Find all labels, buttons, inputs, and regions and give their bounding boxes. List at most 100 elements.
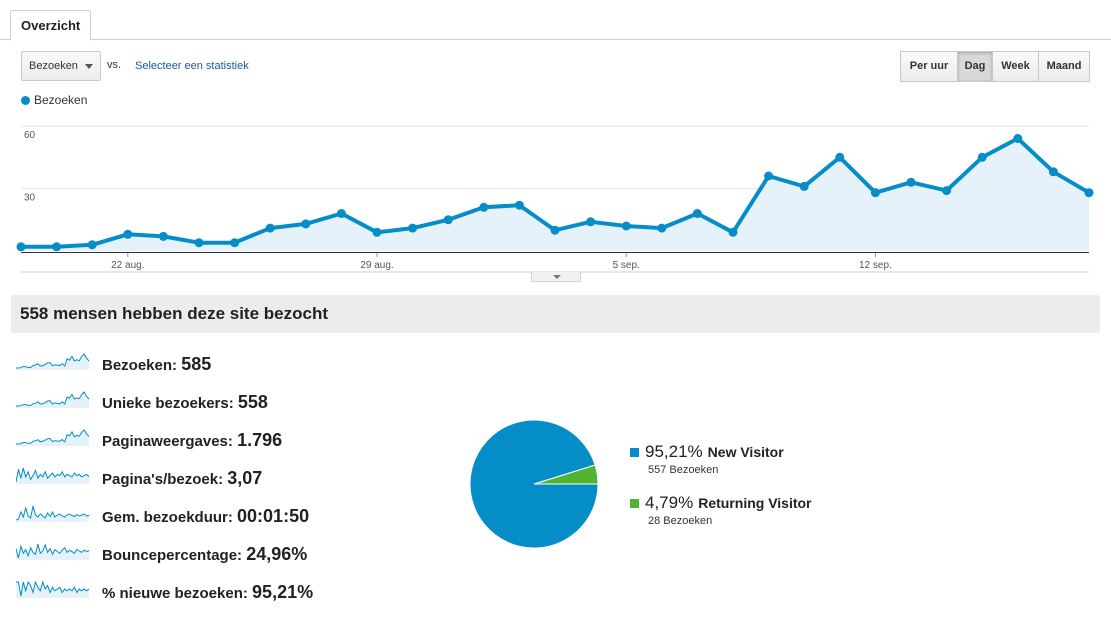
data-point[interactable] [870, 188, 880, 198]
metric-label: Pagina's/bezoek: [102, 471, 224, 488]
data-point[interactable] [728, 227, 738, 237]
metric-value: 24,96% [246, 544, 308, 564]
legend-dot-icon [21, 96, 30, 105]
metric-sparkline[interactable] [16, 578, 90, 598]
sparkline-line [16, 543, 90, 559]
data-point[interactable] [621, 221, 631, 231]
metric-value: 95,21% [252, 582, 314, 602]
data-point[interactable] [230, 238, 240, 248]
sparkline-line [16, 467, 90, 483]
legend-swatch [630, 499, 639, 508]
data-point[interactable] [408, 223, 418, 233]
interval-month-button[interactable]: Maand [1038, 51, 1090, 82]
metric-sparkline[interactable] [16, 350, 90, 370]
legend-name: Returning Visitor [698, 495, 812, 511]
data-point[interactable] [906, 177, 916, 187]
metric-sparkline[interactable] [16, 464, 90, 484]
metric-sparkline[interactable] [16, 502, 90, 522]
data-point[interactable] [265, 223, 275, 233]
legend-entry: 95,21% New Visitor [645, 442, 784, 462]
data-point[interactable] [301, 219, 311, 229]
data-point[interactable] [1048, 167, 1058, 177]
data-point[interactable] [764, 171, 774, 181]
metric-sparkline[interactable] [16, 388, 90, 408]
metric-label: Unieke bezoekers: [102, 395, 234, 412]
pie-slice[interactable] [469, 419, 599, 549]
metric-text: % nieuwe bezoeken: 95,21% [102, 582, 313, 603]
data-point[interactable] [443, 215, 453, 225]
metric-value: 1.796 [237, 430, 283, 450]
interval-week-button[interactable]: Week [992, 51, 1039, 82]
data-point[interactable] [942, 186, 952, 196]
chevron-down-icon [553, 275, 561, 279]
metric-text: Bouncepercentage: 24,96% [102, 544, 307, 565]
metric-text: Pagina's/bezoek: 3,07 [102, 468, 262, 489]
interval-button-group: Per uur Dag Week Maand [900, 51, 1090, 82]
data-point[interactable] [1084, 188, 1094, 198]
data-point[interactable] [692, 209, 702, 218]
sparkline-line [16, 353, 90, 369]
metric-select[interactable]: Bezoeken [21, 51, 101, 81]
metric-sparkline[interactable] [16, 426, 90, 446]
metric-text: Gem. bezoekduur: 00:01:50 [102, 506, 309, 527]
legend-percentage: 4,79% [645, 493, 694, 512]
metric-label: Bezoeken: [102, 357, 178, 374]
metric-select-value: Bezoeken [29, 60, 78, 72]
legend-entry: 4,79% Returning Visitor [645, 493, 812, 513]
sparkline-line [16, 429, 90, 445]
data-point[interactable] [479, 202, 489, 212]
sparkline-line [16, 580, 90, 597]
data-point[interactable] [87, 240, 97, 250]
data-point[interactable] [835, 152, 845, 162]
data-point[interactable] [52, 242, 62, 252]
data-point[interactable] [977, 152, 987, 162]
sparkline-area [16, 392, 89, 408]
x-tick-label: 12 sep. [859, 260, 892, 271]
x-tick-label: 5 sep. [613, 260, 640, 271]
sparkline-line [16, 391, 90, 407]
data-point[interactable] [158, 231, 168, 241]
metric-value: 3,07 [227, 468, 263, 488]
metric-value: 585 [181, 354, 212, 374]
metric-label: % nieuwe bezoeken: [102, 585, 248, 602]
data-point[interactable] [336, 209, 346, 218]
data-point[interactable] [123, 229, 133, 239]
data-point[interactable] [514, 200, 524, 210]
data-point[interactable] [16, 242, 26, 252]
data-point[interactable] [194, 238, 204, 248]
sparkline-area [16, 506, 89, 522]
x-tick-label: 29 aug. [360, 260, 393, 271]
series-area [21, 138, 1089, 251]
legend-count: 28 Bezoeken [648, 515, 713, 527]
metric-value: 00:01:50 [237, 506, 310, 526]
data-point[interactable] [550, 225, 560, 235]
data-point[interactable] [799, 181, 809, 191]
visits-chart: 60 30 22 aug. 29 aug. 5 sep. 12 sep. [16, 125, 1094, 273]
tab-overview[interactable]: Overzicht [10, 10, 92, 41]
sparkline-area [16, 544, 89, 560]
data-point[interactable] [1013, 134, 1023, 143]
legend-label: Bezoeken [34, 93, 88, 107]
sparkline-area [16, 430, 89, 446]
metric-sparkline[interactable] [16, 540, 90, 560]
metric-text: Unieke bezoekers: 558 [102, 392, 268, 413]
metric-label: Gem. bezoekduur: [102, 509, 233, 526]
y-tick-label: 60 [24, 130, 36, 141]
interval-hour-button[interactable]: Per uur [900, 51, 958, 82]
y-tick-label: 30 [24, 193, 36, 204]
sparkline-area [16, 582, 89, 598]
sparkline-area [16, 468, 89, 484]
metric-label: Bouncepercentage: [102, 547, 243, 564]
legend-name: New Visitor [707, 444, 784, 460]
data-point[interactable] [586, 217, 596, 227]
metric-text: Bezoeken: 585 [102, 354, 211, 375]
data-point[interactable] [372, 227, 382, 237]
x-tick-label: 22 aug. [111, 260, 144, 271]
sparkline-line [16, 505, 90, 521]
interval-day-button[interactable]: Dag [957, 51, 993, 82]
chart-legend: Bezoeken [21, 93, 87, 107]
vs-label: vs. [107, 59, 122, 71]
chart-collapse-handle[interactable] [531, 272, 581, 282]
compare-metric-link[interactable]: Selecteer een statistiek [135, 60, 249, 72]
data-point[interactable] [657, 223, 667, 233]
